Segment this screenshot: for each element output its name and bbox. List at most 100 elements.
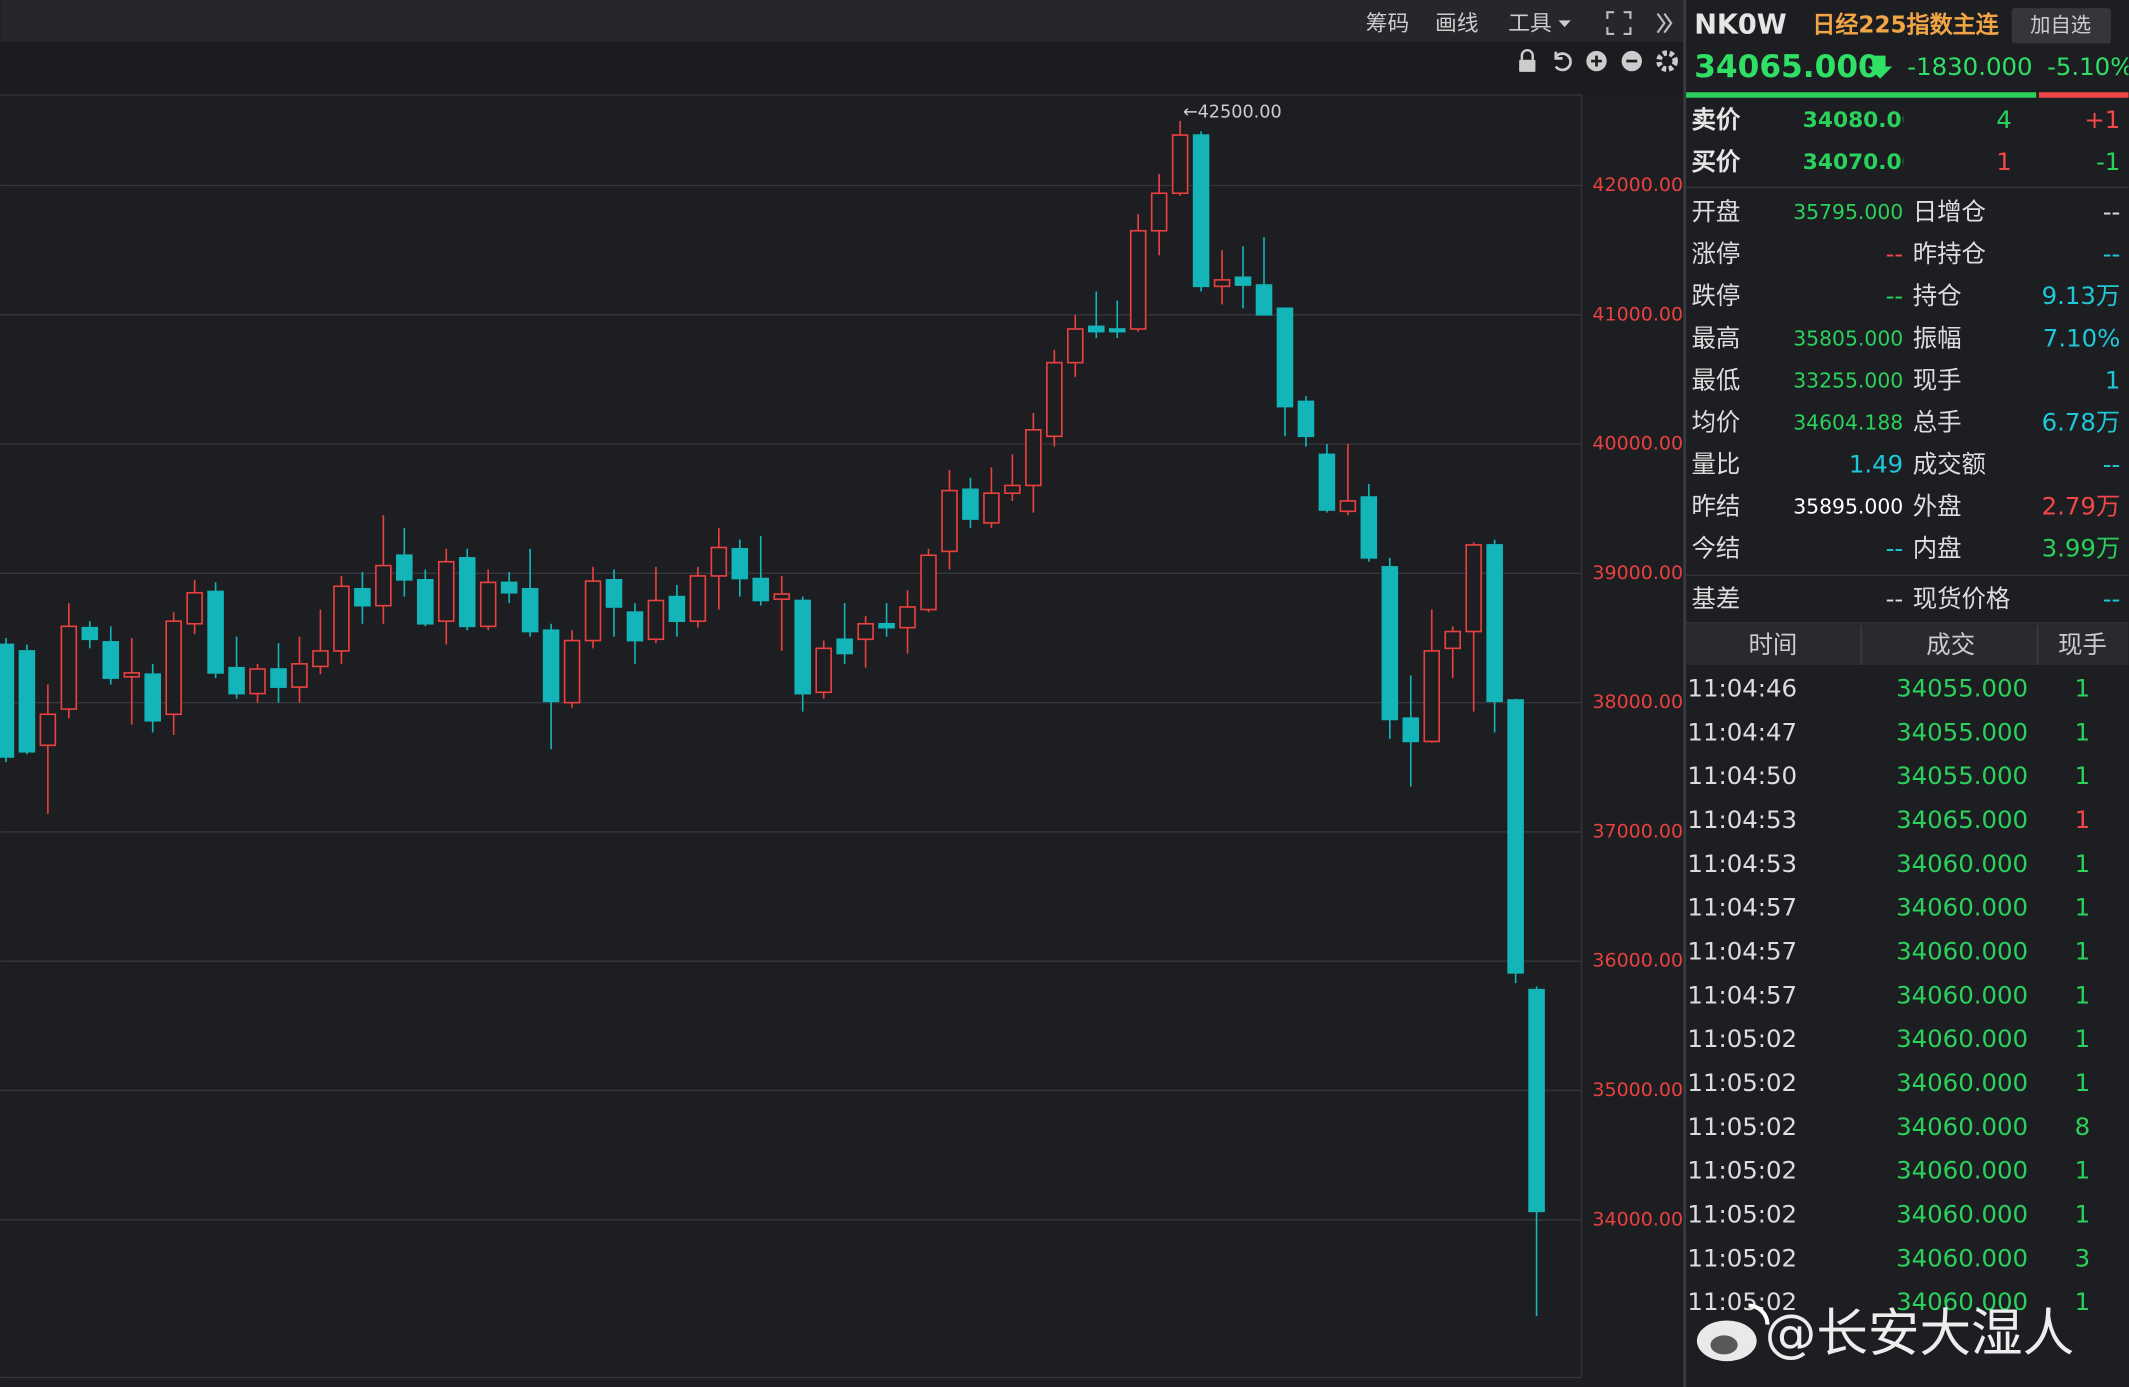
y-tick-label: 36000.00 [1592,950,1683,972]
trade-price: 34060.000 [1896,936,2028,965]
candle-body [1108,328,1126,333]
candle-body [1213,279,1231,288]
candle-body [479,581,497,628]
candle-body [1004,484,1021,495]
order-volume: 1 [1996,147,2012,176]
stat-label: 量比 [1692,450,1741,479]
candle-body [584,580,602,642]
candle-body [1129,229,1147,330]
candle-body [270,668,287,688]
candle-body [354,588,371,607]
stat-label: 成交额 [1913,450,1986,479]
down-arrow [1867,55,1893,79]
stat-label: 振幅 [1913,323,1962,352]
stat-value: 7.10% [2043,323,2121,352]
stat-value: 6.78万 [2042,407,2121,436]
trade-time: 11:04:46 [1687,673,1797,702]
candle-body [941,489,958,553]
stat-value: 35795.000 [1793,200,1903,224]
candle-body [647,599,665,641]
stat-label: 外盘 [1913,492,1962,521]
candle-body [396,554,413,581]
trade-price: 34060.000 [1896,1068,2028,1097]
stat-label: 昨结 [1692,492,1741,521]
add-watchlist-button[interactable] [2011,8,2111,44]
candle-body [102,641,120,679]
candle-body [1255,284,1273,316]
candle-body [1297,400,1315,438]
candle-body [417,579,434,625]
undo-icon[interactable] [1554,51,1572,72]
toolbar-item[interactable]: 画线 [1435,11,1478,36]
dropdown-arrow[interactable] [1558,20,1571,28]
stat-label: 开盘 [1692,197,1741,226]
trade-price: 34055.000 [1896,761,2028,790]
candle-body [878,622,895,629]
candle-body [186,591,203,625]
candle-body [668,595,686,623]
price-change: -1830.000 [1907,52,2032,81]
stat-value: -- [2103,239,2121,268]
trade-volume: 1 [2075,717,2091,746]
trade-volume: 8 [2075,1112,2091,1141]
trade-time: 11:04:57 [1687,936,1797,965]
candle-body [437,560,455,623]
instrument-name: 日经225指数主连 [1812,11,1999,38]
trade-time: 11:05:02 [1687,1068,1797,1097]
candle-body [752,577,770,602]
stat-label: 涨停 [1692,239,1741,268]
trade-volume: 1 [2075,1024,2091,1053]
candle-body [1276,307,1294,408]
lock-icon[interactable] [1519,49,1536,72]
trade-time: 11:04:47 [1687,717,1797,746]
trade-time: 11:04:57 [1687,893,1797,922]
trade-time: 11:05:02 [1687,1287,1797,1316]
candle-body [857,622,874,641]
stat-value: 1.49 [1849,450,1903,479]
candle-body [1402,717,1420,743]
stat-value: 9.13万 [2042,281,2121,310]
trade-volume: 1 [2075,673,2091,702]
stat-label: 内盘 [1913,534,1962,563]
candle-body [815,647,832,694]
candle-body [983,492,1000,524]
trade-price: 34055.000 [1896,673,2028,702]
stat-value: -- [2103,584,2121,613]
order-volume: 4 [1996,105,2012,134]
candle-body [123,672,141,678]
collapse-icon[interactable] [1656,12,1673,34]
trade-time: 11:05:02 [1687,1024,1797,1053]
zoom-out-icon[interactable] [1621,50,1642,72]
candlestick-chart: 34000.00 35000.00 36000.00 37000.00 38000.00… [0,103,1683,1317]
trade-price: 34060.000 [1896,1112,2028,1141]
candle-body [165,620,182,716]
toolbar-item[interactable]: 工具 [1508,11,1551,36]
zoom-in-icon[interactable] [1586,50,1607,72]
candle-body [1423,650,1441,743]
price-change-percent: -5.10% [2047,52,2129,81]
candle-body [605,579,623,608]
trade-price: 34060.000 [1896,849,2028,878]
stat-label: 跌停 [1692,281,1741,310]
stat-value: -- [1886,534,1904,563]
trade-price: 34060.000 [1896,1199,2028,1228]
candle-body [39,713,57,747]
settings-icon[interactable] [1656,50,1678,72]
toolbar-item[interactable]: 筹码 [1366,11,1409,36]
candle-body [375,564,392,607]
candle-body [1046,361,1063,438]
trade-price: 34060.000 [1896,980,2028,1009]
trade-volume: 1 [2075,1156,2091,1185]
candle-body [500,581,518,594]
y-tick-label: 42000.00 [1592,174,1683,196]
fullscreen-icon[interactable] [1606,11,1632,36]
trade-price: 34065.000 [1896,805,2028,834]
tool-row [0,42,1685,94]
column-header: 成交 [1926,630,1975,659]
trade-volume: 1 [2075,1199,2091,1228]
y-tick-label: 38000.00 [1592,691,1683,713]
trade-volume: 1 [2075,1068,2091,1097]
trade-price: 34060.000 [1896,1243,2028,1272]
add-watchlist-label[interactable]: 加自选 [2030,13,2091,37]
